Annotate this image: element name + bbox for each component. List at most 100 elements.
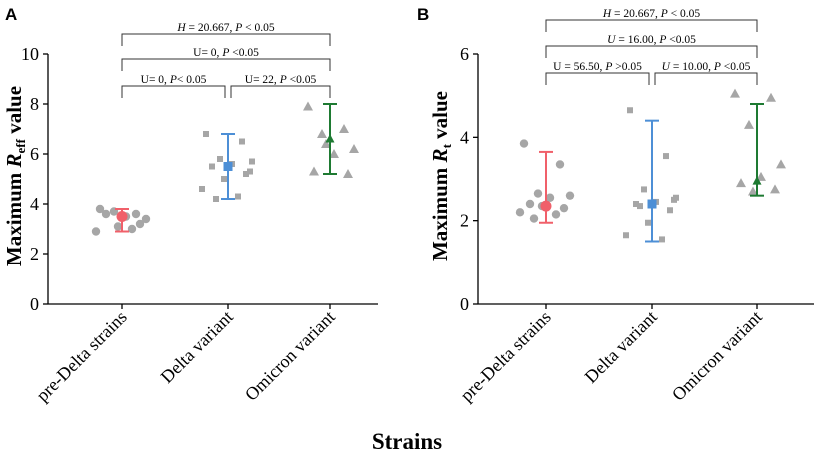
significance-bracket: U = 16.00, P <0.05 bbox=[545, 34, 758, 58]
data-point bbox=[317, 129, 327, 138]
p-value: < 0.05 bbox=[242, 22, 275, 34]
data-point bbox=[659, 236, 665, 243]
bracket-label: U = 10.00, P <0.05 bbox=[662, 61, 751, 73]
x-category-label: Delta variant bbox=[157, 307, 237, 387]
series-delta-variant bbox=[199, 131, 255, 202]
y-tick-label: 0 bbox=[30, 294, 39, 314]
y-tick-label: 4 bbox=[460, 127, 469, 147]
data-point bbox=[221, 176, 227, 182]
data-point bbox=[213, 196, 219, 202]
data-point bbox=[730, 88, 740, 98]
data-point bbox=[770, 184, 780, 194]
bracket-line bbox=[545, 72, 650, 85]
data-point bbox=[95, 204, 105, 214]
stat-value: = 10.00, bbox=[670, 61, 714, 73]
significance-bracket: H = 20.667, P < 0.05 bbox=[121, 22, 331, 46]
x-category-label: Omicron variant bbox=[668, 307, 766, 405]
data-point bbox=[235, 193, 241, 200]
bracket-line bbox=[121, 33, 331, 46]
p-symbol: P bbox=[234, 22, 242, 34]
bracket-label: H = 20.667, P < 0.05 bbox=[602, 8, 701, 20]
x-category-label: Delta variant bbox=[581, 307, 661, 387]
y-tick-label: 2 bbox=[30, 244, 39, 264]
data-point bbox=[533, 189, 543, 198]
data-point bbox=[127, 224, 137, 234]
p-value: <0.05 bbox=[287, 74, 317, 86]
p-value: < 0.05 bbox=[177, 74, 207, 86]
series-omicron-variant bbox=[303, 101, 359, 178]
data-point bbox=[756, 171, 766, 181]
y-tick-label: 8 bbox=[30, 94, 39, 114]
bracket-line bbox=[121, 85, 226, 98]
mean-marker bbox=[752, 176, 762, 185]
significance-bracket: U= 0, P< 0.05 bbox=[121, 74, 226, 98]
y-axis-label-symbol: R bbox=[428, 148, 452, 163]
mean-marker bbox=[647, 199, 657, 209]
series-delta-variant bbox=[623, 107, 679, 243]
p-symbol: P bbox=[169, 74, 177, 86]
y-axis-label-symbol: R bbox=[2, 153, 26, 168]
significance-bracket: U= 0, P <0.05 bbox=[121, 47, 331, 71]
data-point bbox=[309, 166, 319, 176]
p-symbol: P bbox=[279, 74, 287, 86]
data-point bbox=[744, 119, 754, 129]
data-point bbox=[303, 101, 313, 111]
data-point bbox=[663, 153, 669, 160]
data-point bbox=[627, 107, 633, 114]
data-point bbox=[131, 209, 141, 219]
bracket-label: U= 0, P< 0.05 bbox=[141, 74, 207, 86]
bracket-label: H = 20.667, P < 0.05 bbox=[176, 22, 275, 34]
p-value: >0.05 bbox=[612, 61, 642, 73]
data-point bbox=[515, 208, 525, 217]
y-tick-label: 6 bbox=[460, 44, 469, 64]
bracket-line bbox=[654, 72, 758, 85]
data-point bbox=[637, 203, 643, 210]
y-axis-label-text: Maximum bbox=[428, 162, 452, 261]
y-tick-label: 0 bbox=[460, 294, 469, 314]
significance-bracket: H = 20.667, P < 0.05 bbox=[545, 8, 758, 32]
bracket-label: U= 22, P <0.05 bbox=[245, 74, 317, 86]
bracket-line bbox=[545, 19, 758, 32]
panel-b: B 0 2 4 6 Maximum Rt value pre-Delta strains De… bbox=[417, 5, 814, 405]
data-point bbox=[349, 144, 359, 153]
x-category-label: pre-Delta strains bbox=[456, 307, 555, 406]
data-point bbox=[247, 168, 253, 175]
data-point bbox=[623, 232, 629, 239]
data-point bbox=[551, 210, 561, 219]
significance-bracket: U = 56.50, P >0.05 bbox=[545, 61, 650, 85]
series-pre-delta-strains bbox=[91, 204, 151, 236]
y-axis-label: Maximum Rt value bbox=[428, 91, 454, 261]
data-point bbox=[243, 171, 249, 177]
p-value: <0.05 bbox=[721, 61, 751, 73]
y-axis-label-tail: value bbox=[2, 86, 26, 139]
series-omicron-variant bbox=[730, 88, 786, 197]
data-point bbox=[321, 139, 331, 148]
data-point bbox=[135, 219, 145, 229]
x-axis-title: Strains bbox=[372, 429, 442, 454]
p-symbol: P bbox=[604, 61, 612, 73]
stat-value: U= 22, bbox=[245, 74, 280, 86]
mean-marker bbox=[223, 162, 233, 171]
p-symbol: P bbox=[660, 8, 668, 20]
y-axis-label-subscript: t bbox=[439, 143, 454, 148]
data-point bbox=[776, 159, 786, 169]
panel-letter: B bbox=[417, 5, 429, 24]
stat-symbol: H bbox=[602, 8, 612, 20]
data-point bbox=[329, 149, 339, 158]
data-point bbox=[91, 227, 101, 236]
y-tick-label: 4 bbox=[30, 194, 39, 214]
x-category-label: Omicron variant bbox=[241, 307, 339, 405]
stat-symbol: H bbox=[176, 22, 186, 34]
data-point bbox=[736, 178, 746, 188]
data-point bbox=[141, 214, 151, 224]
data-point bbox=[217, 156, 223, 162]
stat-symbol: U bbox=[662, 61, 671, 73]
significance-bracket: U= 22, P <0.05 bbox=[230, 74, 331, 98]
y-axis-label: Maximum Reff value bbox=[2, 86, 28, 266]
y-tick-label: 2 bbox=[460, 211, 469, 231]
bracket-line bbox=[121, 58, 331, 71]
data-point bbox=[641, 186, 647, 193]
panel-letter: A bbox=[5, 5, 17, 24]
y-axis-label-tail: value bbox=[428, 91, 452, 144]
